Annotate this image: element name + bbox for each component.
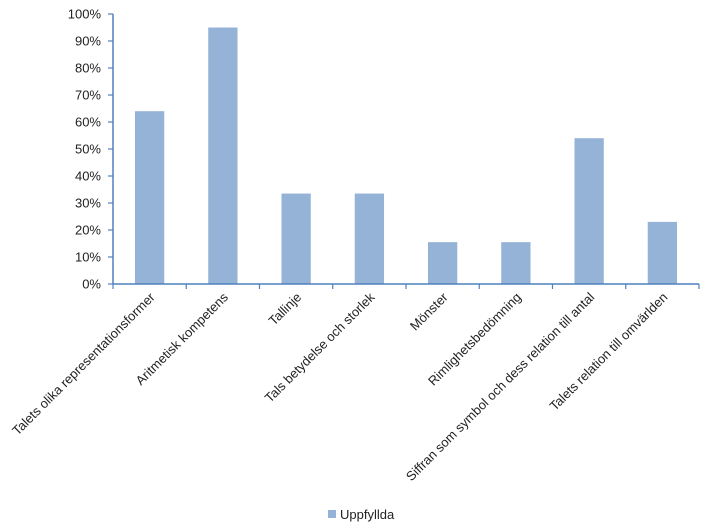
bar xyxy=(354,193,385,284)
bar xyxy=(647,221,678,284)
x-category-label: Mönster xyxy=(407,289,451,333)
y-tick-label: 30% xyxy=(75,196,101,211)
y-tick-label: 100% xyxy=(68,7,102,22)
y-tick-label: 10% xyxy=(75,250,101,265)
y-tick-label: 60% xyxy=(75,115,101,130)
bar xyxy=(208,27,238,284)
bar xyxy=(427,242,458,284)
bar xyxy=(574,138,604,284)
y-tick-label: 70% xyxy=(75,88,101,103)
bar xyxy=(134,111,165,284)
legend: Uppfyllda xyxy=(328,507,395,522)
legend-label: Uppfyllda xyxy=(340,507,395,522)
legend-swatch xyxy=(328,510,336,518)
y-tick-label: 90% xyxy=(75,34,101,49)
y-tick-label: 80% xyxy=(75,61,101,76)
x-category-label: Talets relation till omvärlden xyxy=(546,290,670,414)
y-tick-label: 50% xyxy=(75,142,101,157)
bar xyxy=(501,242,531,284)
x-axis-ticks xyxy=(112,284,700,289)
x-axis-category-labels: Talets olika representationsformerAritme… xyxy=(9,289,670,484)
y-axis-ticks: 0% 10% 20% 30% 40% 50% 60% 70% 80% 90% 100% xyxy=(68,7,113,292)
bars xyxy=(134,27,678,284)
y-tick-label: 0% xyxy=(82,277,101,292)
x-category-label: Tallinje xyxy=(266,290,305,329)
y-tick-label: 40% xyxy=(75,169,101,184)
y-tick-label: 20% xyxy=(75,223,101,238)
x-category-label: Talets olika representationsformer xyxy=(9,289,158,438)
bar xyxy=(281,193,311,284)
